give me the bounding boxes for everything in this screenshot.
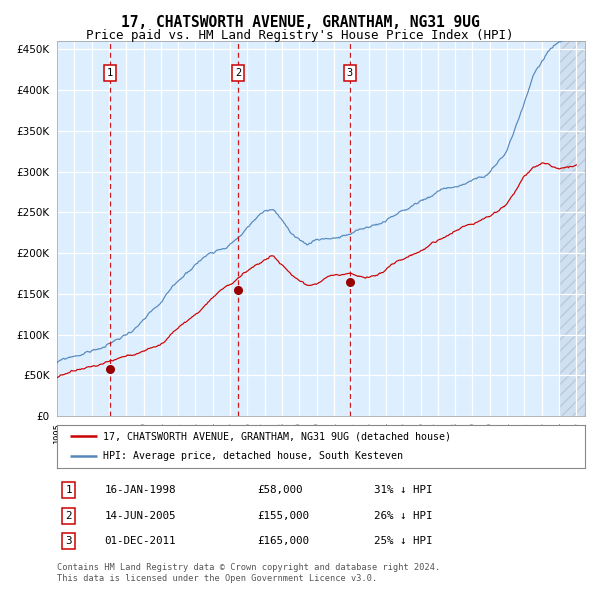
Text: Contains HM Land Registry data © Crown copyright and database right 2024.: Contains HM Land Registry data © Crown c… <box>57 563 440 572</box>
Text: £155,000: £155,000 <box>257 510 310 520</box>
Text: 14-JUN-2005: 14-JUN-2005 <box>104 510 176 520</box>
Text: HPI: Average price, detached house, South Kesteven: HPI: Average price, detached house, Sout… <box>103 451 403 461</box>
Text: 26% ↓ HPI: 26% ↓ HPI <box>374 510 432 520</box>
Bar <box>560 41 585 416</box>
Text: £165,000: £165,000 <box>257 536 310 546</box>
Text: This data is licensed under the Open Government Licence v3.0.: This data is licensed under the Open Gov… <box>57 573 377 583</box>
Text: 2: 2 <box>65 510 72 520</box>
Text: 01-DEC-2011: 01-DEC-2011 <box>104 536 176 546</box>
Text: 17, CHATSWORTH AVENUE, GRANTHAM, NG31 9UG (detached house): 17, CHATSWORTH AVENUE, GRANTHAM, NG31 9U… <box>103 431 451 441</box>
Text: 3: 3 <box>65 536 72 546</box>
Text: 3: 3 <box>347 68 353 78</box>
Text: 16-JAN-1998: 16-JAN-1998 <box>104 486 176 495</box>
Text: 2: 2 <box>235 68 241 78</box>
Bar <box>560 41 585 416</box>
Text: 31% ↓ HPI: 31% ↓ HPI <box>374 486 432 495</box>
Text: 1: 1 <box>107 68 113 78</box>
Text: Price paid vs. HM Land Registry's House Price Index (HPI): Price paid vs. HM Land Registry's House … <box>86 29 514 42</box>
Text: 25% ↓ HPI: 25% ↓ HPI <box>374 536 432 546</box>
Text: 17, CHATSWORTH AVENUE, GRANTHAM, NG31 9UG: 17, CHATSWORTH AVENUE, GRANTHAM, NG31 9U… <box>121 15 479 30</box>
Text: £58,000: £58,000 <box>257 486 303 495</box>
Text: 1: 1 <box>65 486 72 495</box>
